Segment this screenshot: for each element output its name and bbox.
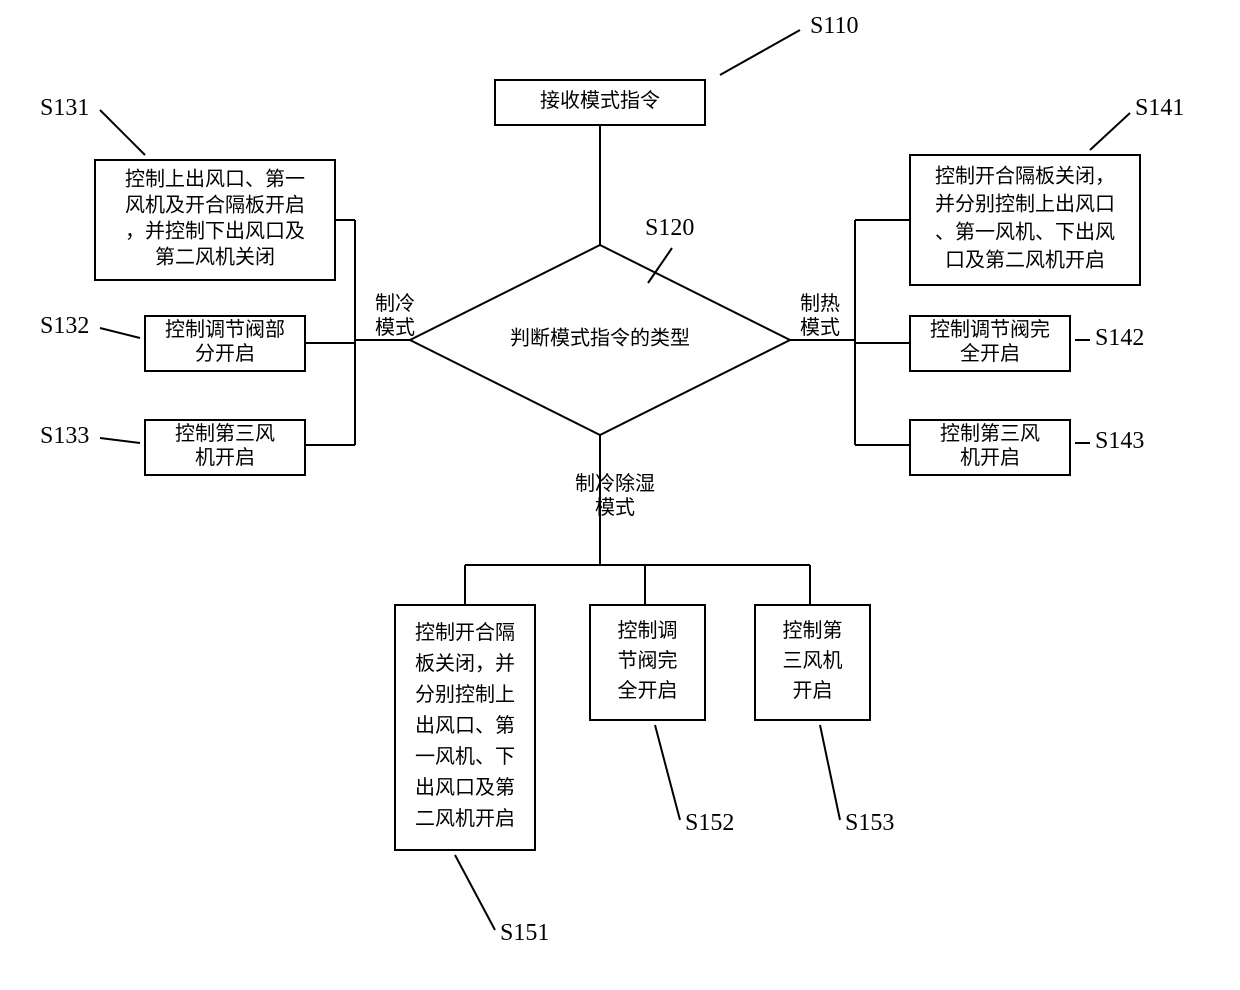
svg-text:机开启: 机开启 <box>960 446 1020 469</box>
leader-line <box>455 855 495 930</box>
svg-text:风机及开合隔板开启: 风机及开合隔板开启 <box>125 194 305 217</box>
leader-line <box>655 725 680 820</box>
svg-text:板关闭，并: 板关闭，并 <box>415 652 515 675</box>
svg-text:节阀完: 节阀完 <box>618 649 678 672</box>
svg-text:一风机、下: 一风机、下 <box>415 745 515 768</box>
leader-line <box>100 110 145 155</box>
svg-text:机开启: 机开启 <box>195 446 255 469</box>
step-label: S153 <box>845 810 894 836</box>
leader-line <box>720 30 800 75</box>
step-label: S152 <box>685 810 734 836</box>
svg-text:出风口、第: 出风口、第 <box>415 714 515 737</box>
step-label: S120 <box>645 215 694 241</box>
svg-text:第二风机关闭: 第二风机关闭 <box>155 246 275 269</box>
svg-text:分别控制上: 分别控制上 <box>415 683 515 706</box>
svg-text:控制上出风口、第一: 控制上出风口、第一 <box>125 168 305 191</box>
edge-label: 制热 <box>800 292 840 315</box>
svg-text:控制第三风: 控制第三风 <box>175 422 275 445</box>
step-label: S142 <box>1095 325 1144 351</box>
svg-text:控制调节阀部: 控制调节阀部 <box>165 318 285 341</box>
svg-text:、第一风机、下出风: 、第一风机、下出风 <box>935 221 1115 244</box>
svg-text:接收模式指令: 接收模式指令 <box>540 89 660 112</box>
edge-label: 模式 <box>375 316 415 339</box>
leader-line <box>100 328 140 338</box>
edge-label: 制冷除湿 <box>575 472 655 495</box>
leader-line <box>1090 113 1130 150</box>
step-label: S131 <box>40 95 89 121</box>
edge-label: 模式 <box>595 496 635 519</box>
svg-text:口及第二风机开启: 口及第二风机开启 <box>945 249 1105 272</box>
svg-text:判断模式指令的类型: 判断模式指令的类型 <box>510 327 690 350</box>
svg-text:并分别控制上出风口: 并分别控制上出风口 <box>935 193 1115 216</box>
svg-text:三风机: 三风机 <box>783 649 843 672</box>
edge-label: 模式 <box>800 316 840 339</box>
svg-text:控制第三风: 控制第三风 <box>940 422 1040 445</box>
svg-text:控制第: 控制第 <box>783 619 843 642</box>
step-label: S133 <box>40 423 89 449</box>
svg-text:控制调节阀完: 控制调节阀完 <box>930 318 1050 341</box>
svg-text:二风机开启: 二风机开启 <box>415 807 515 830</box>
step-label: S143 <box>1095 428 1144 454</box>
step-label: S141 <box>1135 95 1184 121</box>
svg-text:开启: 开启 <box>793 679 833 702</box>
svg-text:控制开合隔: 控制开合隔 <box>415 621 515 644</box>
svg-text:全开启: 全开启 <box>960 342 1020 365</box>
svg-text:控制调: 控制调 <box>618 619 678 642</box>
step-label: S110 <box>810 13 858 39</box>
svg-text:控制开合隔板关闭，: 控制开合隔板关闭， <box>935 165 1115 188</box>
svg-text:出风口及第: 出风口及第 <box>415 776 515 799</box>
leader-line <box>820 725 840 820</box>
step-label: S132 <box>40 313 89 339</box>
leader-line <box>100 438 140 443</box>
svg-text:分开启: 分开启 <box>195 342 255 365</box>
svg-text:全开启: 全开启 <box>618 679 678 702</box>
svg-text:，并控制下出风口及: ，并控制下出风口及 <box>125 220 305 243</box>
step-label: S151 <box>500 920 549 946</box>
edge-label: 制冷 <box>375 292 415 315</box>
